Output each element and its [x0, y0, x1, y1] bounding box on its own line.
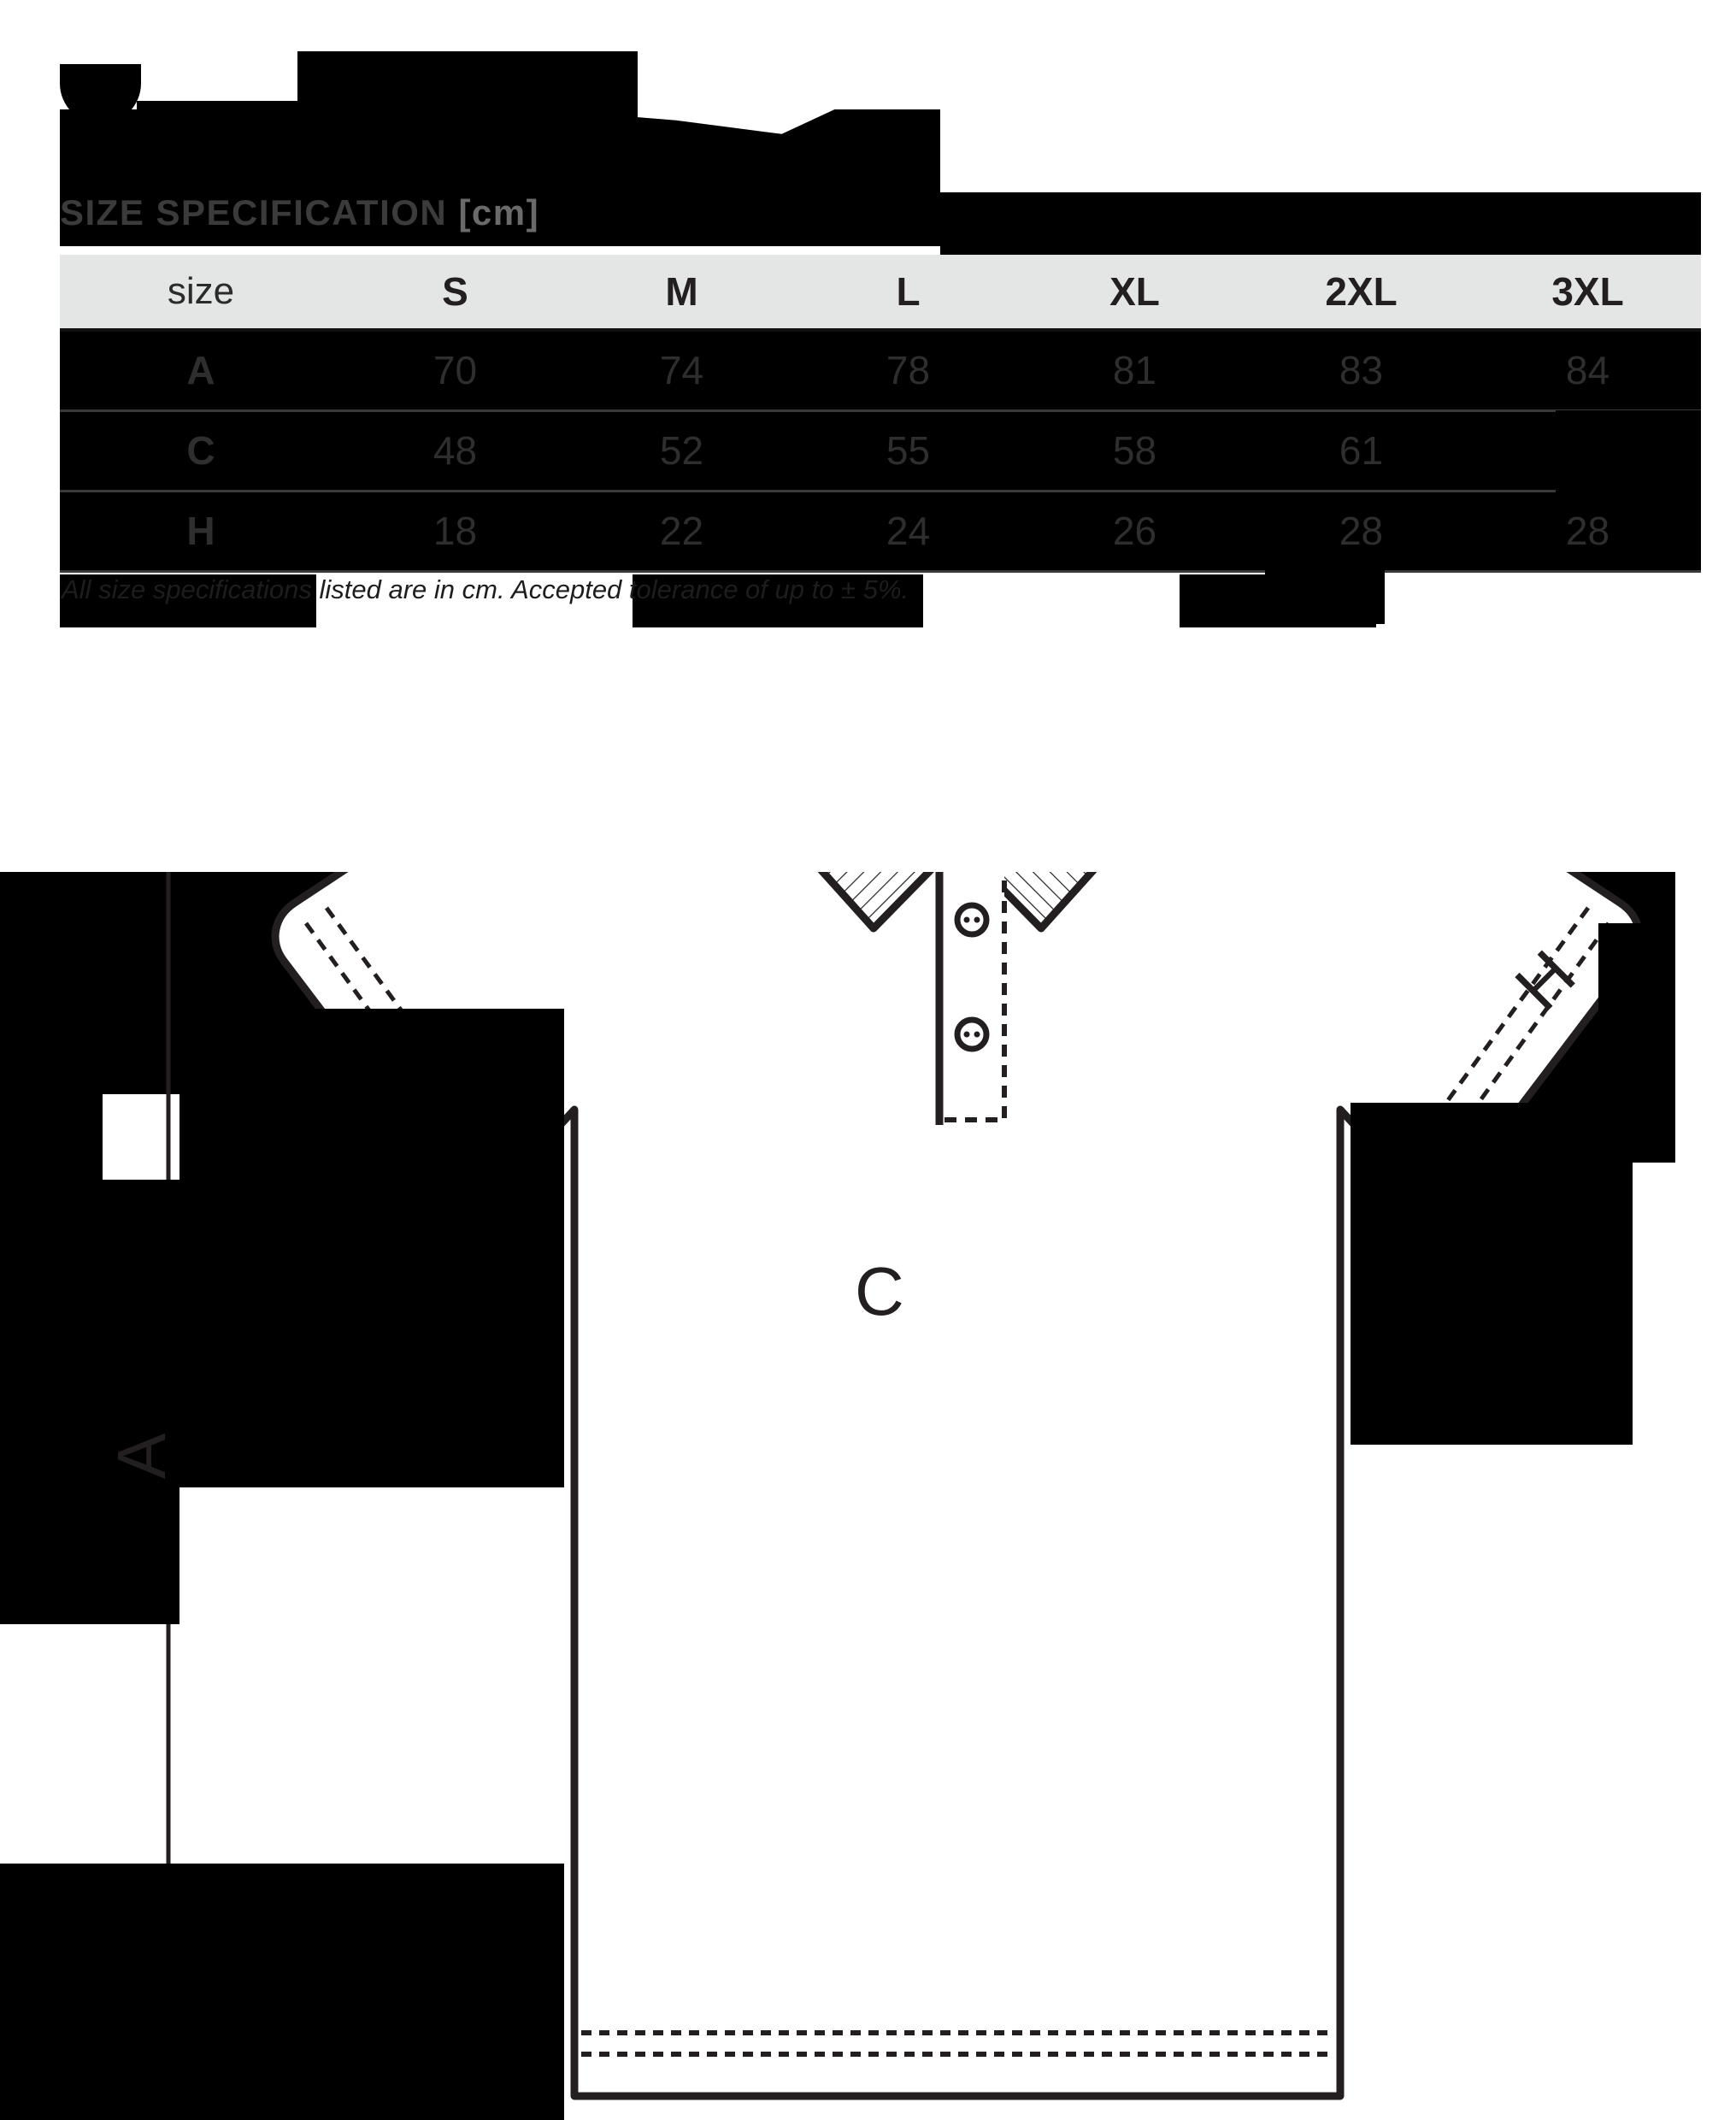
cell-c-2xl: 61: [1248, 410, 1474, 492]
table-overlay-block-bottom-1: [60, 574, 316, 627]
cell-h-l: 24: [795, 491, 1021, 573]
dimension-label-length: A: [103, 1433, 179, 1479]
table-header-s: S: [342, 255, 568, 332]
drawing-foreground-overlays: [0, 872, 1675, 2120]
table-overlay-block-right-1: [940, 192, 1701, 255]
title-overlay-block-3: [297, 51, 638, 130]
section-heading-text: SIZE SPECIFICATION: [60, 192, 448, 233]
cell-a-xl: 81: [1021, 330, 1248, 412]
placket-button-bottom: [954, 1016, 990, 1052]
polo-technical-drawing: MALFINI 2/2 L Single J.: [0, 872, 1736, 2120]
collar-right-wing: [980, 872, 1098, 933]
placket-button-top: [954, 902, 990, 938]
button-placket: [935, 872, 1007, 1125]
row-label-a: A: [60, 330, 342, 412]
cell-c-l: 55: [795, 410, 1021, 492]
cell-h-xl: 26: [1021, 491, 1248, 573]
cell-a-m: 74: [568, 330, 795, 412]
row-label-c: C: [60, 410, 342, 492]
table-overlay-block-bottom-2: [633, 574, 923, 627]
cell-c-xl: 58: [1021, 410, 1248, 492]
table-footnote: All size specifications listed are in cm…: [62, 574, 909, 604]
table-header-xl: XL: [1021, 255, 1248, 332]
table-row: C 48 52 55 58 61 65: [60, 410, 1701, 492]
table-row: A 70 74 78 81 83 84: [60, 330, 1701, 412]
collar-left-wing: [817, 872, 934, 933]
table-overlay-block-right-2: [1556, 410, 1701, 513]
dimension-label-chest: C: [855, 1253, 904, 1329]
size-specification-table: size S M L XL 2XL 3XL A 70 74 78 81 83 8…: [60, 255, 1701, 573]
table-header-row: size S M L XL 2XL 3XL: [60, 255, 1701, 332]
polo-shirt-outline: MALFINI 2/2 L Single J.: [271, 872, 1644, 2100]
table-header-3xl: 3XL: [1474, 255, 1701, 332]
row-label-h: H: [60, 491, 342, 573]
table-header-l: L: [795, 255, 1021, 332]
table-overlay-block-bottom-3: [1180, 574, 1376, 627]
table-header-m: M: [568, 255, 795, 332]
section-heading-unit: [cm]: [458, 192, 540, 233]
cell-h-m: 22: [568, 491, 795, 573]
cell-a-2xl: 83: [1248, 330, 1474, 412]
table-header-size: size: [60, 255, 342, 332]
cell-c-s: 48: [342, 410, 568, 492]
table-row: H 18 22 24 26 28 28: [60, 491, 1701, 573]
cell-a-s: 70: [342, 330, 568, 412]
section-heading: SIZE SPECIFICATION [cm]: [60, 192, 539, 233]
cell-a-3xl: 84: [1474, 330, 1701, 412]
cell-h-s: 18: [342, 491, 568, 573]
title-overlay-block-4: [137, 101, 316, 137]
cell-a-l: 78: [795, 330, 1021, 412]
placket-dashed-edge: [939, 872, 1007, 1122]
cell-c-m: 52: [568, 410, 795, 492]
table-header-2xl: 2XL: [1248, 255, 1474, 332]
